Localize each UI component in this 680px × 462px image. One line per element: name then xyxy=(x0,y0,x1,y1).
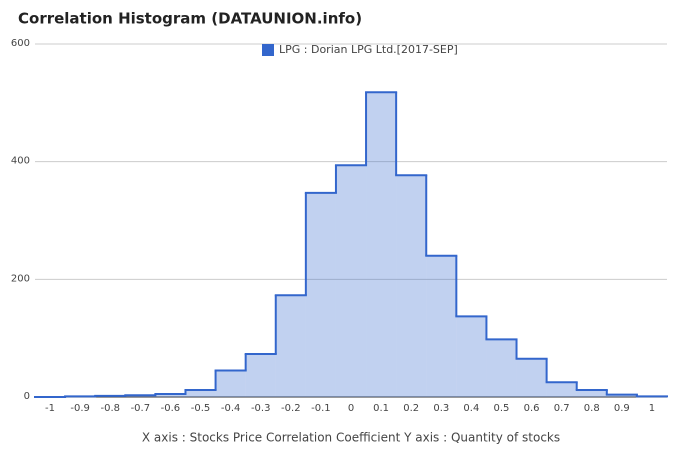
x-tick-label: 0.2 xyxy=(403,403,419,414)
bar xyxy=(185,389,216,397)
bar xyxy=(366,92,397,397)
bar xyxy=(516,358,547,397)
y-tick-label: 600 xyxy=(11,38,30,49)
bar xyxy=(576,389,607,397)
x-tick-label: -0.1 xyxy=(311,403,331,414)
bar xyxy=(546,382,577,397)
x-tick-label: 0.6 xyxy=(524,403,540,414)
x-tick-label: 1 xyxy=(649,403,655,414)
x-tick-label: 0.9 xyxy=(614,403,630,414)
x-tick-label: 0 xyxy=(348,403,354,414)
x-tick-label: -0.7 xyxy=(131,403,151,414)
x-tick-label: -0.3 xyxy=(251,403,271,414)
x-tick-label: 0.7 xyxy=(554,403,570,414)
bar xyxy=(335,165,367,397)
bar xyxy=(456,316,487,397)
x-tick-label: 0.1 xyxy=(373,403,389,414)
chart-title: Correlation Histogram (DATAUNION.info) xyxy=(18,10,362,28)
bar xyxy=(245,354,276,397)
bar xyxy=(486,339,517,397)
bar xyxy=(275,295,306,397)
bar xyxy=(426,255,457,397)
x-tick-label: 0.5 xyxy=(494,403,510,414)
legend-label: LPG : Dorian LPG Ltd.[2017-SEP] xyxy=(279,43,458,56)
y-tick-label: 0 xyxy=(24,391,30,402)
x-tick-label: 0.3 xyxy=(433,403,449,414)
x-tick-label: -0.2 xyxy=(281,403,301,414)
axis-label: X axis : Stocks Price Correlation Coeffi… xyxy=(142,431,560,445)
bar xyxy=(155,394,186,397)
x-tick-label: 0.8 xyxy=(584,403,600,414)
y-tick-label: 400 xyxy=(11,156,30,167)
x-tick-label: -1 xyxy=(45,403,55,414)
x-tick-label: -0.5 xyxy=(191,403,211,414)
x-tick-label: -0.8 xyxy=(100,403,120,414)
legend-swatch xyxy=(262,44,274,56)
x-tick-label: -0.4 xyxy=(221,403,241,414)
x-tick-label: -0.9 xyxy=(70,403,90,414)
x-tick-label: 0.4 xyxy=(463,403,479,414)
x-tick-label: -0.6 xyxy=(161,403,181,414)
bar xyxy=(215,370,246,397)
bar xyxy=(606,394,637,397)
bar xyxy=(396,175,427,397)
bar xyxy=(305,192,336,397)
y-tick-label: 200 xyxy=(11,273,30,284)
